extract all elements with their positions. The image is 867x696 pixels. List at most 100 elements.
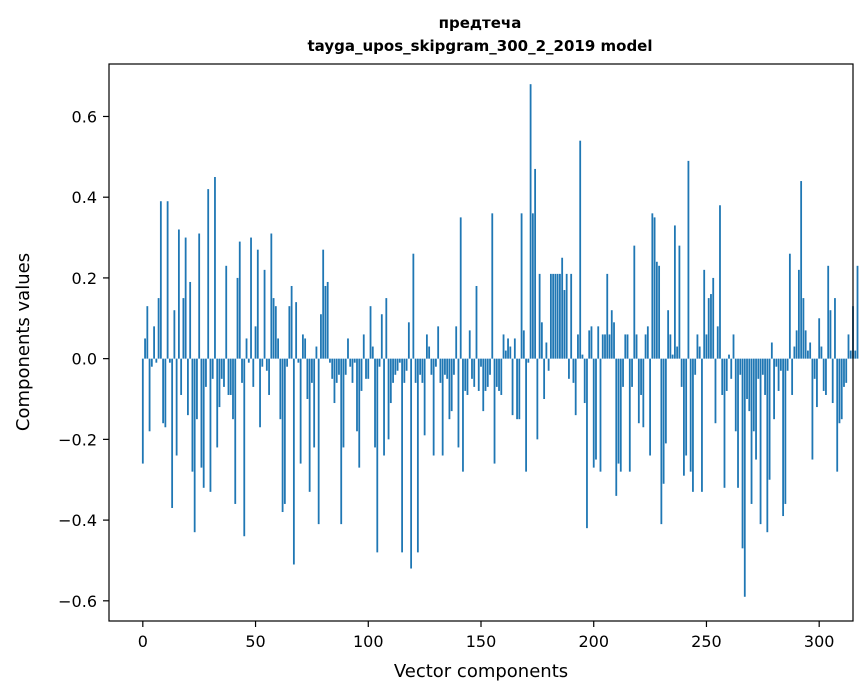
bar-component-18 [182,298,185,359]
bar-component-123 [419,358,422,375]
bar-component-130 [435,358,437,367]
bar-component-4 [150,358,153,367]
bar-component-296 [809,342,812,359]
bar-component-199 [590,326,593,359]
bar-component-291 [797,269,800,359]
bar-component-109 [387,358,390,440]
bar-component-184 [556,273,559,359]
bar-component-89 [342,358,345,448]
bar-component-84 [331,358,334,379]
bar-component-32 [214,177,216,359]
bar-component-43 [238,241,241,359]
bar-component-311 [843,358,845,387]
bar-component-225 [649,358,651,456]
bar-component-242 [687,160,690,359]
plot-frame [108,63,854,622]
bar-component-303 [825,358,827,395]
bar-component-67 [292,358,295,565]
y-tick-label: 0.6 [72,107,97,126]
bar-component-155 [491,213,494,359]
bar-component-37 [225,265,228,359]
bar-component-278 [768,358,771,480]
x-axis-ticks: 0 50 100 150 200 250 300 [138,621,834,651]
bar-component-251 [707,298,710,359]
bar-component-172 [529,84,532,359]
bar-component-115 [401,358,403,553]
bar-component-221 [640,358,642,395]
bar-component-2 [146,306,149,359]
bar-component-166 [516,358,518,420]
bar-component-56 [268,358,270,395]
bar-component-28 [205,358,207,387]
bar-component-214 [624,334,627,359]
bar-component-162 [507,338,509,359]
bar-component-171 [527,358,530,363]
bar-component-293 [802,298,805,359]
bar-component-111 [392,358,394,383]
bar-component-280 [773,358,775,420]
bar-component-314 [849,350,852,359]
bar-component-188 [565,273,568,359]
bar-component-197 [586,358,588,529]
bar-component-23 [193,358,196,533]
bar-component-161 [504,350,507,359]
bar-component-168 [520,213,523,359]
bar-component-297 [811,358,814,460]
bar-component-183 [554,273,557,359]
bar-component-268 [746,358,748,399]
bar-component-178 [543,358,546,399]
bar-component-244 [692,358,694,492]
bar-component-36 [223,358,225,387]
bar-component-159 [500,358,503,395]
bar-component-236 [673,225,676,359]
bar-component-189 [568,358,570,379]
bar-component-1 [144,338,146,359]
bar-component-245 [694,358,697,375]
bar-component-212 [619,358,622,472]
bar-component-231 [662,358,665,484]
bar-component-52 [259,358,261,428]
bar-component-73 [306,358,309,399]
y-tick-label: −0.6 [58,592,97,611]
bar-component-112 [394,358,397,375]
bar-component-195 [581,354,584,359]
bar-component-145 [468,330,471,359]
bar-component-206 [606,273,609,359]
x-axis-label: Vector components [394,661,568,682]
bar-component-95 [356,358,358,432]
bar-component-118 [407,322,410,359]
bar-component-190 [570,273,573,359]
bar-component-133 [441,358,444,456]
bar-component-174 [534,168,537,359]
bar-component-91 [347,338,349,359]
bar-component-193 [577,334,579,359]
bar-component-198 [588,330,591,359]
bar-component-194 [579,140,582,359]
bar-component-104 [376,358,379,553]
bar-component-72 [304,338,307,359]
bar-component-149 [477,358,480,391]
bar-component-169 [522,330,525,359]
bar-component-69 [297,358,300,363]
bar-component-124 [421,358,424,383]
bar-component-257 [721,358,724,395]
bar-component-116 [403,358,406,383]
bar-component-78 [317,358,320,525]
bar-component-220 [637,358,640,424]
bar-component-80 [322,249,325,359]
chart-subtitle: tayga_upos_skipgram_300_2_2019 model [308,37,653,55]
bar-component-263 [734,358,737,432]
bar-component-191 [572,358,575,383]
bar-component-217 [631,358,633,387]
bar-component-24 [196,358,198,420]
bar-component-218 [633,245,636,359]
bar-component-223 [644,334,647,359]
bar-component-61 [279,358,282,420]
bar-component-301 [820,346,823,359]
bar-component-309 [838,358,841,424]
bar-component-16 [177,229,180,359]
y-tick-label: −0.4 [58,511,97,530]
bar-component-70 [299,358,302,464]
bar-component-64 [286,358,289,367]
bar-component-136 [448,358,451,420]
